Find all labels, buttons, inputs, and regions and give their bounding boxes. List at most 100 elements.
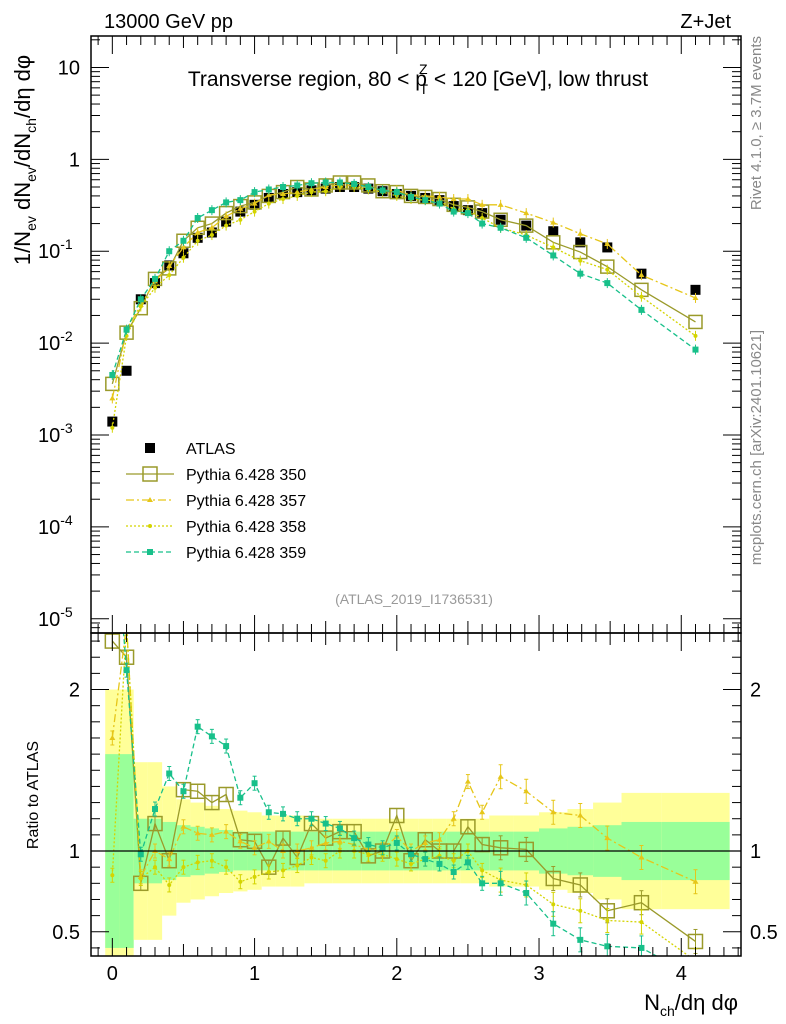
data-point-357 [604,240,611,246]
data-point-358 [110,425,115,430]
data-point-358 [148,524,152,528]
data-point-359 [379,844,386,851]
xlabel-sub: ch [660,1003,675,1019]
data-point-357 [577,812,584,818]
data-point-359 [523,234,530,241]
data-point-358 [238,217,243,222]
data-point-359 [436,860,443,867]
main-series-line [111,184,696,399]
data-point-358 [295,193,300,198]
data-point-359 [109,493,115,499]
data-point-358 [195,860,200,865]
data-point-atlas [575,237,586,248]
data-point-359 [180,237,187,244]
data-point-359 [523,890,530,897]
data-point-359 [365,841,372,848]
main-series-line [111,186,696,428]
data-point-357 [251,844,258,850]
data-point-359 [137,851,144,858]
header-left: 13000 GeV pp [104,11,233,33]
data-point-358 [181,865,186,870]
data-point-359 [322,820,329,827]
data-point-358 [209,858,214,863]
data-point-359 [464,859,471,866]
data-point-357 [308,844,315,850]
analysis-watermark: (ATLAS_2019_I1736531) [335,591,493,607]
data-point-359 [322,179,329,186]
data-point-359 [436,200,443,207]
data-point-357 [109,734,116,740]
data-point-358 [480,215,485,220]
data-point-358 [605,267,610,272]
data-point-atlas [548,226,559,237]
ratio-y-tick-label: 0.5 [52,922,80,944]
legend-label: Pythia 6.428 358 [186,519,306,536]
data-point-350 [389,807,405,824]
data-point-358 [578,258,583,263]
data-point-358 [323,189,328,194]
data-point-359 [237,197,244,204]
ratio-series-pythia-6-428-358 [110,633,698,956]
data-point-357 [223,828,230,834]
data-point-350 [189,783,206,800]
data-point-atlas [107,416,118,427]
data-point-357 [692,294,699,300]
data-point-350 [460,819,476,835]
data-point-358 [551,245,556,250]
main-series-layer [105,175,703,433]
title-sup: Z [419,61,428,77]
ratio-series-pythia-6-428-350 [104,633,704,954]
data-point-357 [638,854,645,860]
data-point-357 [450,196,457,202]
data-point-358 [639,920,644,925]
data-point-357 [550,219,557,225]
data-point-359 [604,280,611,287]
legend: ATLAS Pythia 6.428 350 Pythia 6.428 357 Pyt… [126,441,306,562]
data-point-357 [464,778,471,784]
legend-label: ATLAS [186,441,236,458]
data-point-358 [394,857,399,862]
x-tick-label: 4 [676,963,687,985]
ratio-series-pythia-6-428-359 [109,493,658,956]
data-point-357 [450,815,457,821]
title-sub: T [420,81,429,97]
data-point-359 [194,214,201,221]
main-series-pythia-6-428-358 [110,182,698,433]
data-point-359 [152,806,159,813]
data-point-357 [523,210,530,216]
data-point-357 [604,835,611,841]
data-point-358 [551,902,556,907]
xlabel-b: /dη dφ [675,990,738,1015]
data-point-357 [638,272,645,278]
data-point-357 [692,878,699,884]
data-point-atlas [121,365,132,376]
data-point-358 [153,285,158,290]
data-point-358 [266,201,271,206]
data-point-350 [492,840,509,856]
data-point-359 [180,788,187,795]
data-point-359 [137,296,144,303]
data-point-358 [639,294,644,299]
data-point-358 [138,876,143,881]
data-point-357 [180,823,187,829]
data-point-357 [147,497,153,502]
data-point-358 [605,918,610,923]
ratio-y-tick-label-right: 2 [750,680,761,702]
data-point-357 [251,200,258,206]
data-point-359 [577,936,584,943]
data-point-359 [265,186,272,193]
data-point-359 [393,189,400,196]
ylabel-c: /dN [10,133,35,167]
main-plot-frame [90,35,742,634]
data-point-359 [109,371,116,378]
data-point-359 [365,184,372,191]
x-tick-label: 0 [107,963,118,985]
data-point-350 [147,815,163,832]
data-point-359 [550,920,557,927]
data-point-359 [280,184,287,191]
data-point-atlas [690,284,701,295]
data-point-357 [497,773,504,779]
x-tick-label: 2 [391,963,402,985]
data-point-358 [167,273,172,278]
data-point-359 [294,815,301,822]
